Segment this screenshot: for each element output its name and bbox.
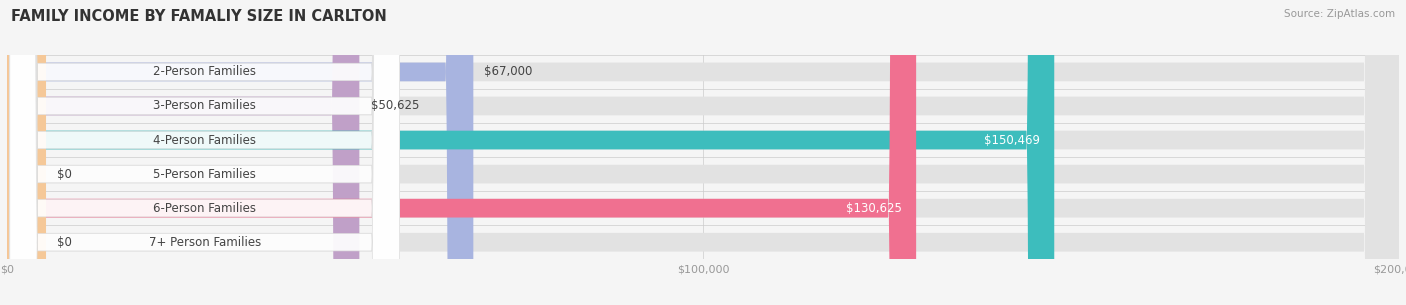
Text: $0: $0	[58, 168, 72, 181]
FancyBboxPatch shape	[10, 0, 399, 305]
FancyBboxPatch shape	[7, 0, 1399, 305]
FancyBboxPatch shape	[7, 0, 1399, 305]
FancyBboxPatch shape	[7, 0, 360, 305]
Text: $50,625: $50,625	[371, 99, 419, 113]
FancyBboxPatch shape	[7, 0, 46, 305]
Text: Source: ZipAtlas.com: Source: ZipAtlas.com	[1284, 9, 1395, 19]
Text: 3-Person Families: 3-Person Families	[153, 99, 256, 113]
Text: 4-Person Families: 4-Person Families	[153, 134, 256, 146]
FancyBboxPatch shape	[7, 0, 1399, 305]
Text: $0: $0	[58, 236, 72, 249]
FancyBboxPatch shape	[7, 0, 1399, 305]
FancyBboxPatch shape	[7, 0, 474, 305]
Text: 2-Person Families: 2-Person Families	[153, 66, 256, 78]
FancyBboxPatch shape	[10, 0, 399, 305]
Text: $130,625: $130,625	[846, 202, 903, 215]
Text: FAMILY INCOME BY FAMALIY SIZE IN CARLTON: FAMILY INCOME BY FAMALIY SIZE IN CARLTON	[11, 9, 387, 24]
Text: 5-Person Families: 5-Person Families	[153, 168, 256, 181]
FancyBboxPatch shape	[7, 0, 1054, 305]
FancyBboxPatch shape	[10, 0, 399, 305]
FancyBboxPatch shape	[7, 0, 46, 305]
FancyBboxPatch shape	[10, 0, 399, 305]
Text: 6-Person Families: 6-Person Families	[153, 202, 256, 215]
FancyBboxPatch shape	[10, 0, 399, 305]
Text: $150,469: $150,469	[984, 134, 1040, 146]
Text: $67,000: $67,000	[485, 66, 533, 78]
FancyBboxPatch shape	[7, 0, 917, 305]
FancyBboxPatch shape	[7, 0, 1399, 305]
FancyBboxPatch shape	[7, 0, 1399, 305]
FancyBboxPatch shape	[10, 0, 399, 305]
Text: 7+ Person Families: 7+ Person Families	[149, 236, 260, 249]
